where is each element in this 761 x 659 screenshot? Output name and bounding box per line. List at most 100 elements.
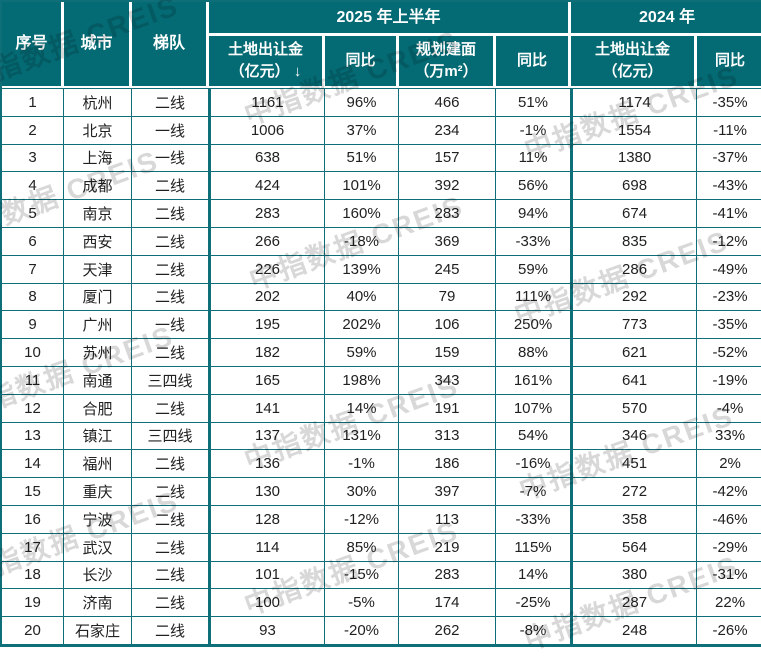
cell-tier: 二线	[132, 88, 209, 116]
cell-planned-area-2025: 219	[399, 532, 496, 561]
col-header-land-premium-2025[interactable]: 土地出让金 （亿元） ↓	[209, 36, 325, 88]
cell-land-premium-2024: 674	[571, 199, 698, 227]
cell-land-premium-2024: 358	[571, 504, 698, 533]
cell-yoy-2024: -23%	[697, 282, 761, 311]
col-header-city: 城市	[64, 2, 132, 88]
cell-yoy-land-2025: 37%	[325, 115, 399, 144]
cell-yoy-2024: -37%	[697, 143, 761, 172]
cell-city: 上海	[64, 143, 132, 172]
cell-yoy-area-2025: 161%	[496, 365, 572, 394]
cell-planned-area-2025: 283	[399, 560, 496, 589]
cell-land-premium-2025: 638	[209, 143, 325, 172]
cell-city: 天津	[64, 254, 132, 283]
cell-yoy-land-2025: 51%	[325, 143, 399, 172]
table-row: 15 重庆 二线 130 30% 397 -7% 272 -42%	[2, 477, 761, 505]
cell-tier: 二线	[132, 338, 209, 366]
cell-yoy-2024: -19%	[697, 365, 761, 394]
cell-seq: 6	[2, 226, 64, 255]
cell-yoy-land-2025: 202%	[325, 310, 399, 339]
cell-yoy-area-2025: -8%	[496, 616, 572, 644]
cell-tier: 一线	[132, 143, 209, 172]
cell-land-premium-2025: 128	[209, 504, 325, 533]
cell-seq: 8	[2, 282, 64, 311]
cell-yoy-area-2025: -33%	[496, 504, 572, 533]
cell-yoy-land-2025: 198%	[325, 365, 399, 394]
cell-land-premium-2024: 1554	[571, 115, 698, 144]
cell-yoy-2024: -49%	[697, 254, 761, 283]
cell-land-premium-2024: 292	[571, 282, 698, 311]
cell-tier: 一线	[132, 310, 209, 339]
cell-yoy-area-2025: 94%	[496, 199, 572, 227]
cell-seq: 17	[2, 532, 64, 561]
cell-land-premium-2025: 424	[209, 171, 325, 200]
col-header-land-premium-2025-line1: 土地出让金	[227, 41, 303, 59]
cell-land-premium-2024: 835	[571, 226, 698, 255]
cell-city: 苏州	[64, 338, 132, 366]
cell-tier: 二线	[132, 532, 209, 561]
cell-yoy-2024: -4%	[697, 393, 761, 422]
cell-land-premium-2025: 114	[209, 532, 325, 561]
cell-land-premium-2024: 773	[571, 310, 698, 339]
cell-seq: 10	[2, 338, 64, 366]
cell-yoy-2024: -35%	[697, 310, 761, 338]
cell-city: 福州	[64, 449, 132, 478]
cell-seq: 1	[2, 88, 64, 116]
cell-yoy-land-2025: -15%	[325, 560, 399, 589]
cell-city: 武汉	[64, 532, 132, 561]
table-row: 19 济南 二线 100 -5% 174 -25% 287 22%	[2, 588, 761, 617]
table-row: 20 石家庄 二线 93 -20% 262 -8% 248 -26%	[2, 616, 761, 644]
cell-land-premium-2024: 570	[571, 393, 698, 422]
table-row: 13 镇江 三四线 137 131% 313 54% 346 33%	[2, 421, 761, 450]
sort-desc-icon: ↓	[293, 63, 302, 80]
cell-land-premium-2024: 564	[571, 532, 698, 561]
cell-seq: 4	[2, 171, 64, 200]
cell-yoy-land-2025: -20%	[325, 616, 399, 644]
cell-planned-area-2025: 191	[399, 393, 496, 422]
cell-land-premium-2025: 141	[209, 393, 325, 422]
cell-city: 南通	[64, 365, 132, 394]
cell-tier: 二线	[132, 560, 209, 589]
cell-planned-area-2025: 157	[399, 143, 496, 172]
table-row: 11 南通 三四线 165 198% 343 161% 641 -19%	[2, 365, 761, 394]
cell-yoy-land-2025: -12%	[325, 504, 399, 533]
cell-land-premium-2024: 287	[571, 588, 698, 617]
cell-planned-area-2025: 113	[399, 504, 496, 533]
cell-yoy-2024: -42%	[697, 477, 761, 505]
cell-land-premium-2025: 195	[209, 310, 325, 339]
cell-planned-area-2025: 313	[399, 421, 496, 450]
table-row: 5 南京 二线 283 160% 283 94% 674 -41%	[2, 199, 761, 227]
cell-tier: 二线	[132, 226, 209, 255]
table-row: 9 广州 一线 195 202% 106 250% 773 -35%	[2, 310, 761, 339]
cell-yoy-2024: 22%	[697, 588, 761, 616]
cell-yoy-2024: -35%	[697, 88, 761, 116]
cell-planned-area-2025: 283	[399, 199, 496, 227]
cell-city: 重庆	[64, 477, 132, 505]
cell-yoy-land-2025: -1%	[325, 449, 399, 478]
cell-city: 杭州	[64, 88, 132, 116]
cell-yoy-area-2025: 54%	[496, 421, 572, 450]
cell-yoy-land-2025: 30%	[325, 477, 399, 505]
cell-tier: 二线	[132, 254, 209, 283]
cell-city: 济南	[64, 588, 132, 617]
col-header-yoy-land-2025: 同比	[325, 36, 399, 88]
cell-yoy-area-2025: 51%	[496, 88, 572, 116]
cell-planned-area-2025: 369	[399, 226, 496, 255]
cell-seq: 3	[2, 143, 64, 172]
col-header-planned-area-line2: （万m²）	[414, 63, 478, 80]
cell-city: 镇江	[64, 421, 132, 450]
cell-yoy-area-2025: -33%	[496, 226, 572, 255]
cell-yoy-area-2025: -25%	[496, 588, 572, 617]
cell-tier: 二线	[132, 477, 209, 505]
cell-planned-area-2025: 106	[399, 310, 496, 339]
cell-land-premium-2025: 283	[209, 199, 325, 227]
cell-land-premium-2024: 272	[571, 477, 698, 505]
cell-planned-area-2025: 174	[399, 588, 496, 617]
cell-seq: 9	[2, 310, 64, 339]
cell-land-premium-2025: 165	[209, 365, 325, 394]
cell-yoy-area-2025: 14%	[496, 560, 572, 589]
cell-tier: 二线	[132, 171, 209, 200]
cell-land-premium-2025: 226	[209, 254, 325, 283]
col-header-seq: 序号	[2, 2, 64, 88]
table-row: 10 苏州 二线 182 59% 159 88% 621 -52%	[2, 338, 761, 366]
